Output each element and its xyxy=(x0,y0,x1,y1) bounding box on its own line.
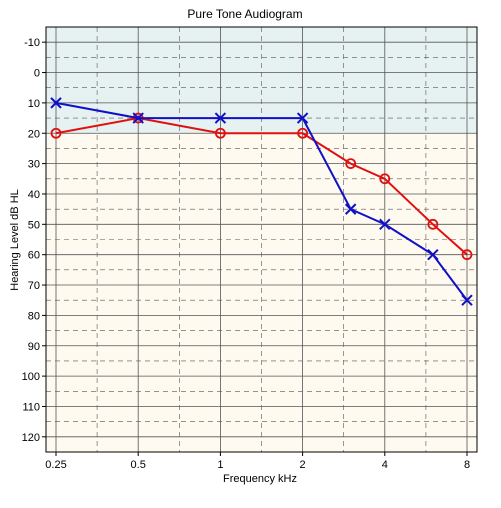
series-1-point xyxy=(461,294,473,306)
y-axis-ticks: -10 0 10 20 30 40 50 60 70 80 90 100 110 120 xyxy=(22,37,46,444)
x-marker-stroke xyxy=(296,112,309,124)
series-group xyxy=(50,97,473,306)
series-1-line xyxy=(55,101,468,301)
x-marker-stroke xyxy=(427,248,439,261)
y-tick-label: 100 xyxy=(22,371,40,383)
series-1-point xyxy=(50,97,62,109)
x-tick-label: 1 xyxy=(217,459,223,471)
x-marker-stroke xyxy=(50,97,62,109)
y-tick-label: -10 xyxy=(24,37,40,49)
series-1-point xyxy=(427,248,439,261)
y-tick-label: 90 xyxy=(28,341,40,353)
plot-border xyxy=(45,26,478,453)
series-1-point xyxy=(132,112,144,124)
x-tick-label: 0.25 xyxy=(45,459,66,471)
series-0-point xyxy=(427,218,439,230)
x-tick-label: 0.5 xyxy=(131,459,146,471)
series-0-point xyxy=(214,127,226,139)
series-0-point xyxy=(50,127,62,139)
grid-lines xyxy=(46,26,477,453)
y-tick-label: 10 xyxy=(28,98,40,110)
y-tick-label: 120 xyxy=(22,432,40,444)
normal-hearing-band xyxy=(46,27,477,134)
series-1-point xyxy=(214,112,227,124)
x-tick-label: 8 xyxy=(464,459,470,471)
x-tick-label: 2 xyxy=(300,459,306,471)
y-tick-label: 40 xyxy=(28,189,40,201)
series-0-point xyxy=(345,158,357,170)
chart-title: Pure Tone Audiogram xyxy=(187,7,302,21)
y-tick-label: 110 xyxy=(22,401,40,413)
x-marker-stroke xyxy=(461,294,473,306)
y-tick-label: 70 xyxy=(28,280,40,292)
x-marker-stroke xyxy=(214,112,227,124)
x-marker-stroke xyxy=(379,218,391,231)
x-axis-ticks: 0.25 0.5 1 2 4 8 xyxy=(45,452,470,471)
series-0-point xyxy=(461,249,473,261)
y-tick-label: 0 xyxy=(34,68,40,80)
series-1-point xyxy=(379,218,391,231)
series-1-point xyxy=(344,203,357,215)
x-marker-stroke xyxy=(344,203,357,215)
y-tick-label: 20 xyxy=(28,128,40,140)
x-marker-stroke xyxy=(132,112,144,124)
plot-frame xyxy=(45,26,478,453)
series-0-line xyxy=(55,117,468,256)
series-1-point xyxy=(296,112,309,124)
x-tick-label: 4 xyxy=(382,459,388,471)
series-0-point xyxy=(297,127,309,139)
x-axis-label: Frequency kHz xyxy=(223,473,297,485)
series-0-point xyxy=(379,173,391,185)
y-tick-label: 80 xyxy=(28,310,40,322)
y-tick-label: 60 xyxy=(28,250,40,262)
y-tick-label: 50 xyxy=(28,219,40,231)
y-axis-label: Hearing Level dB HL xyxy=(9,189,21,291)
y-tick-label: 30 xyxy=(28,159,40,171)
